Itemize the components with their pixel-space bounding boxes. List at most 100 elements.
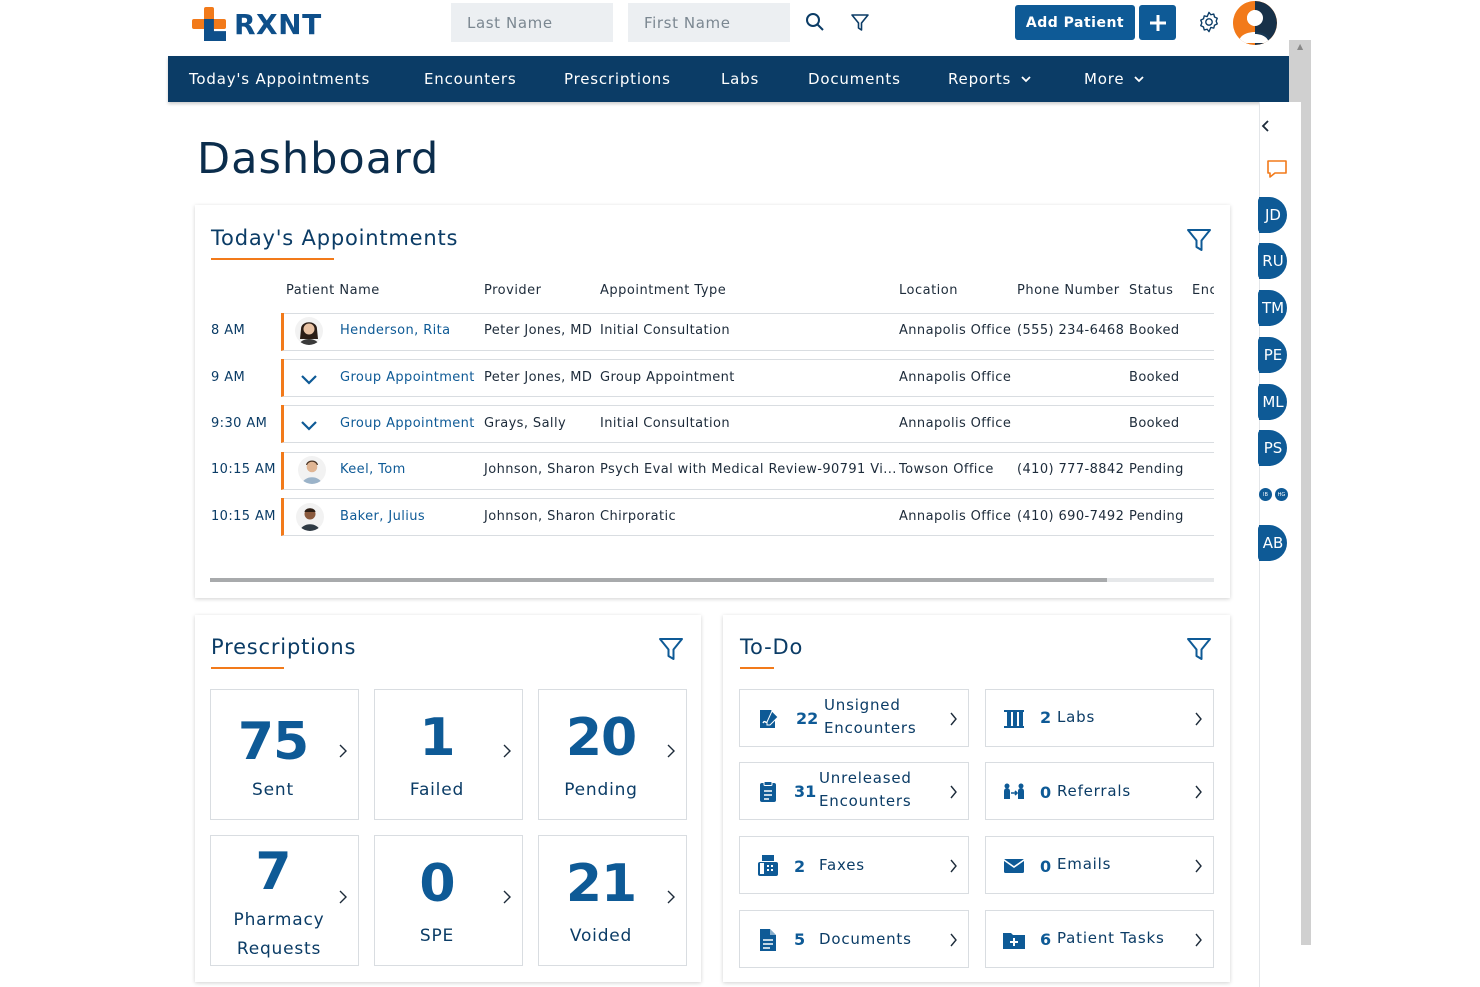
appointment-type-cell: Chirporatic bbox=[600, 509, 677, 524]
add-patient-button[interactable]: Add Patient bbox=[1015, 5, 1135, 40]
table-row[interactable] bbox=[281, 498, 1214, 536]
todo-faxes[interactable]: 2 Faxes bbox=[739, 836, 969, 894]
last-name-input[interactable] bbox=[451, 3, 613, 42]
rx-tile-spe[interactable]: 0 SPE bbox=[374, 835, 523, 966]
plus-button[interactable] bbox=[1139, 5, 1176, 40]
nav-labs[interactable]: Labs bbox=[721, 70, 759, 88]
chevron-right-icon bbox=[950, 933, 957, 947]
nav-label: More bbox=[1084, 70, 1125, 88]
location-cell: Annapolis Office bbox=[899, 323, 1012, 338]
nav-reports[interactable]: Reports bbox=[948, 70, 1031, 88]
title-underline bbox=[211, 667, 284, 669]
rail-user-jd[interactable]: JD bbox=[1258, 197, 1287, 233]
patient-name-link[interactable]: Group Appointment bbox=[340, 416, 475, 431]
search-icon[interactable] bbox=[803, 10, 827, 34]
rx-count: 0 bbox=[419, 854, 455, 914]
rail-initials: IB bbox=[1263, 491, 1268, 498]
table-scrollbar-thumb[interactable] bbox=[210, 578, 1107, 582]
provider-cell: Peter Jones, MD bbox=[484, 323, 593, 338]
rx-label: Pending bbox=[564, 780, 638, 800]
nav-encounters[interactable]: Encounters bbox=[424, 70, 517, 88]
rail-user-ps[interactable]: PS bbox=[1258, 430, 1287, 466]
logo-text: RXNT bbox=[234, 7, 322, 41]
table-row[interactable] bbox=[281, 359, 1214, 397]
patient-avatar bbox=[296, 503, 324, 531]
nav-documents[interactable]: Documents bbox=[808, 70, 901, 88]
todo-filter-icon[interactable] bbox=[1186, 636, 1212, 662]
todo-documents[interactable]: 5 Documents bbox=[739, 910, 969, 968]
rail-initials: ML bbox=[1262, 393, 1284, 411]
status-cell: Booked bbox=[1129, 323, 1180, 338]
todo-labs[interactable]: 2 Labs bbox=[985, 689, 1214, 747]
prescriptions-title: Prescriptions bbox=[211, 635, 357, 659]
nav-prescriptions[interactable]: Prescriptions bbox=[564, 70, 671, 88]
rail-user-pe[interactable]: PE bbox=[1258, 337, 1287, 373]
appointment-time: 8 AM bbox=[211, 323, 246, 338]
gear-icon[interactable] bbox=[1197, 10, 1221, 34]
rx-tile-failed[interactable]: 1 Failed bbox=[374, 689, 523, 820]
sign-document-icon bbox=[760, 710, 779, 728]
patient-name-link[interactable]: Keel, Tom bbox=[340, 462, 406, 477]
todo-count: 2 bbox=[1040, 708, 1052, 727]
column-header-status[interactable]: Status bbox=[1129, 283, 1174, 298]
patient-name-link[interactable]: Henderson, Rita bbox=[340, 323, 451, 338]
user-avatar[interactable] bbox=[1233, 1, 1277, 45]
todo-referrals[interactable]: 0 Referrals bbox=[985, 762, 1214, 820]
rail-user-tm[interactable]: TM bbox=[1258, 290, 1287, 326]
nav-label: Today's Appointments bbox=[189, 70, 371, 88]
chevron-right-icon bbox=[1195, 712, 1202, 726]
todo-emails[interactable]: 0 Emails bbox=[985, 836, 1214, 894]
appointments-title: Today's Appointments bbox=[211, 226, 459, 250]
top-header: RXNT Add Patient bbox=[0, 0, 1480, 56]
nav-more[interactable]: More bbox=[1084, 70, 1145, 88]
rail-user-hg[interactable]: HG bbox=[1275, 488, 1288, 501]
rx-tile-pending[interactable]: 20 Pending bbox=[538, 689, 687, 820]
filter-icon[interactable] bbox=[848, 10, 872, 34]
patient-name-link[interactable]: Baker, Julius bbox=[340, 509, 426, 524]
rail-initials: HG bbox=[1277, 491, 1286, 498]
rx-count: 20 bbox=[565, 708, 637, 768]
rx-tile-sent[interactable]: 75 Sent bbox=[210, 689, 359, 820]
column-header-patient-name[interactable]: Patient Name bbox=[286, 283, 380, 298]
chevron-right-icon bbox=[950, 859, 957, 873]
location-cell: Annapolis Office bbox=[899, 370, 1012, 385]
main-navbar: Today's Appointments Encounters Prescrip… bbox=[168, 56, 1301, 102]
rx-tile-pharmacy-requests[interactable]: 7 Pharmacy Requests bbox=[210, 835, 359, 966]
phone-cell: (555) 234-6468 bbox=[1017, 323, 1125, 338]
nav-todays-appointments[interactable]: Today's Appointments bbox=[189, 70, 370, 88]
column-header-enc[interactable]: Enc bbox=[1192, 283, 1214, 298]
patient-name-link[interactable]: Group Appointment bbox=[340, 370, 475, 385]
table-row[interactable] bbox=[281, 452, 1214, 490]
first-name-input[interactable] bbox=[628, 3, 790, 42]
rail-user-ml[interactable]: ML bbox=[1258, 384, 1287, 420]
nav-label: Labs bbox=[721, 70, 760, 88]
rail-user-ab[interactable]: AB bbox=[1258, 525, 1287, 561]
appointments-card bbox=[195, 205, 1230, 598]
column-header-phone-number[interactable]: Phone Number bbox=[1017, 283, 1120, 298]
table-row[interactable] bbox=[281, 313, 1214, 351]
rx-tile-voided[interactable]: 21 Voided bbox=[538, 835, 687, 966]
chevron-down-icon[interactable] bbox=[300, 374, 318, 385]
column-header-provider[interactable]: Provider bbox=[484, 283, 542, 298]
chat-icon[interactable] bbox=[1266, 158, 1288, 184]
todo-label: Faxes bbox=[819, 856, 865, 874]
scroll-up-arrow-icon[interactable]: ▲ bbox=[1297, 42, 1304, 51]
column-header-appointment-type[interactable]: Appointment Type bbox=[600, 283, 727, 298]
rail-user-ib[interactable]: IB bbox=[1259, 488, 1272, 501]
appointments-filter-icon[interactable] bbox=[1186, 227, 1212, 253]
table-row[interactable] bbox=[281, 405, 1214, 443]
todo-label: Unreleased Encounters bbox=[819, 769, 912, 810]
prescriptions-filter-icon[interactable] bbox=[658, 636, 684, 662]
todo-unreleased-encounters[interactable]: 31 Unreleased Encounters bbox=[739, 762, 969, 820]
todo-patient-tasks[interactable]: 6 Patient Tasks bbox=[985, 910, 1214, 968]
folder-plus-icon bbox=[1003, 933, 1025, 949]
appointment-type-cell: Initial Consultation bbox=[600, 416, 730, 431]
status-cell: Pending bbox=[1129, 462, 1184, 477]
rxnt-logo[interactable]: RXNT bbox=[192, 6, 322, 42]
chevron-down-icon[interactable] bbox=[300, 420, 318, 431]
collapse-chevron-left-icon[interactable] bbox=[1260, 118, 1272, 137]
status-cell: Booked bbox=[1129, 416, 1180, 431]
todo-unsigned-encounters[interactable]: 22 Unsigned Encounters bbox=[739, 689, 969, 747]
rail-user-ru[interactable]: RU bbox=[1258, 243, 1287, 279]
column-header-location[interactable]: Location bbox=[899, 283, 958, 298]
